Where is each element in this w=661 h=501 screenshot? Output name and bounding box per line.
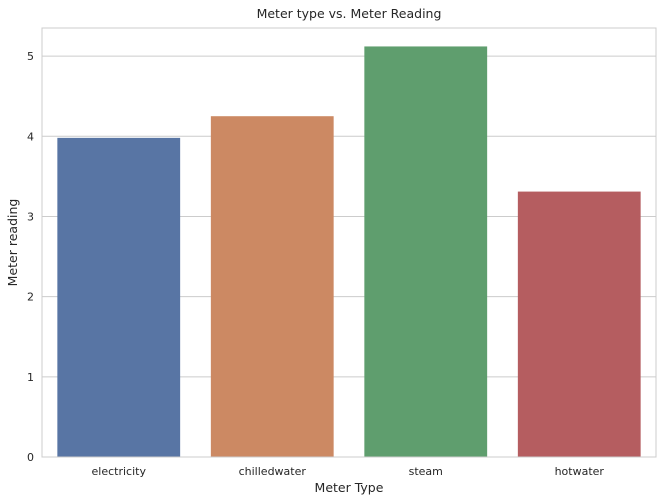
y-tick-label: 0 <box>27 451 34 464</box>
y-tick-label: 3 <box>27 210 34 223</box>
x-tick-label-chilledwater: chilledwater <box>239 465 307 478</box>
y-tick-label: 4 <box>27 130 34 143</box>
x-tick-label-hotwater: hotwater <box>555 465 605 478</box>
y-axis-label: Meter reading <box>5 199 20 287</box>
x-tick-label-electricity: electricity <box>92 465 147 478</box>
bars <box>57 46 641 458</box>
bar-electricity <box>57 137 181 457</box>
y-tick-label: 2 <box>27 291 34 304</box>
bar-chilledwater <box>210 116 334 458</box>
y-tick-label: 1 <box>27 371 34 384</box>
y-tick-labels: 0 1 2 3 4 5 <box>27 50 34 464</box>
x-tick-label-steam: steam <box>409 465 443 478</box>
bar-hotwater <box>517 191 641 458</box>
y-tick-label: 5 <box>27 50 34 63</box>
plot-frame <box>41 27 657 458</box>
bar-steam <box>364 46 488 457</box>
chart-title: Meter type vs. Meter Reading <box>257 6 442 21</box>
x-axis-label: Meter Type <box>315 480 384 495</box>
x-tick-labels: electricity chilledwater steam hotwater <box>92 465 605 478</box>
